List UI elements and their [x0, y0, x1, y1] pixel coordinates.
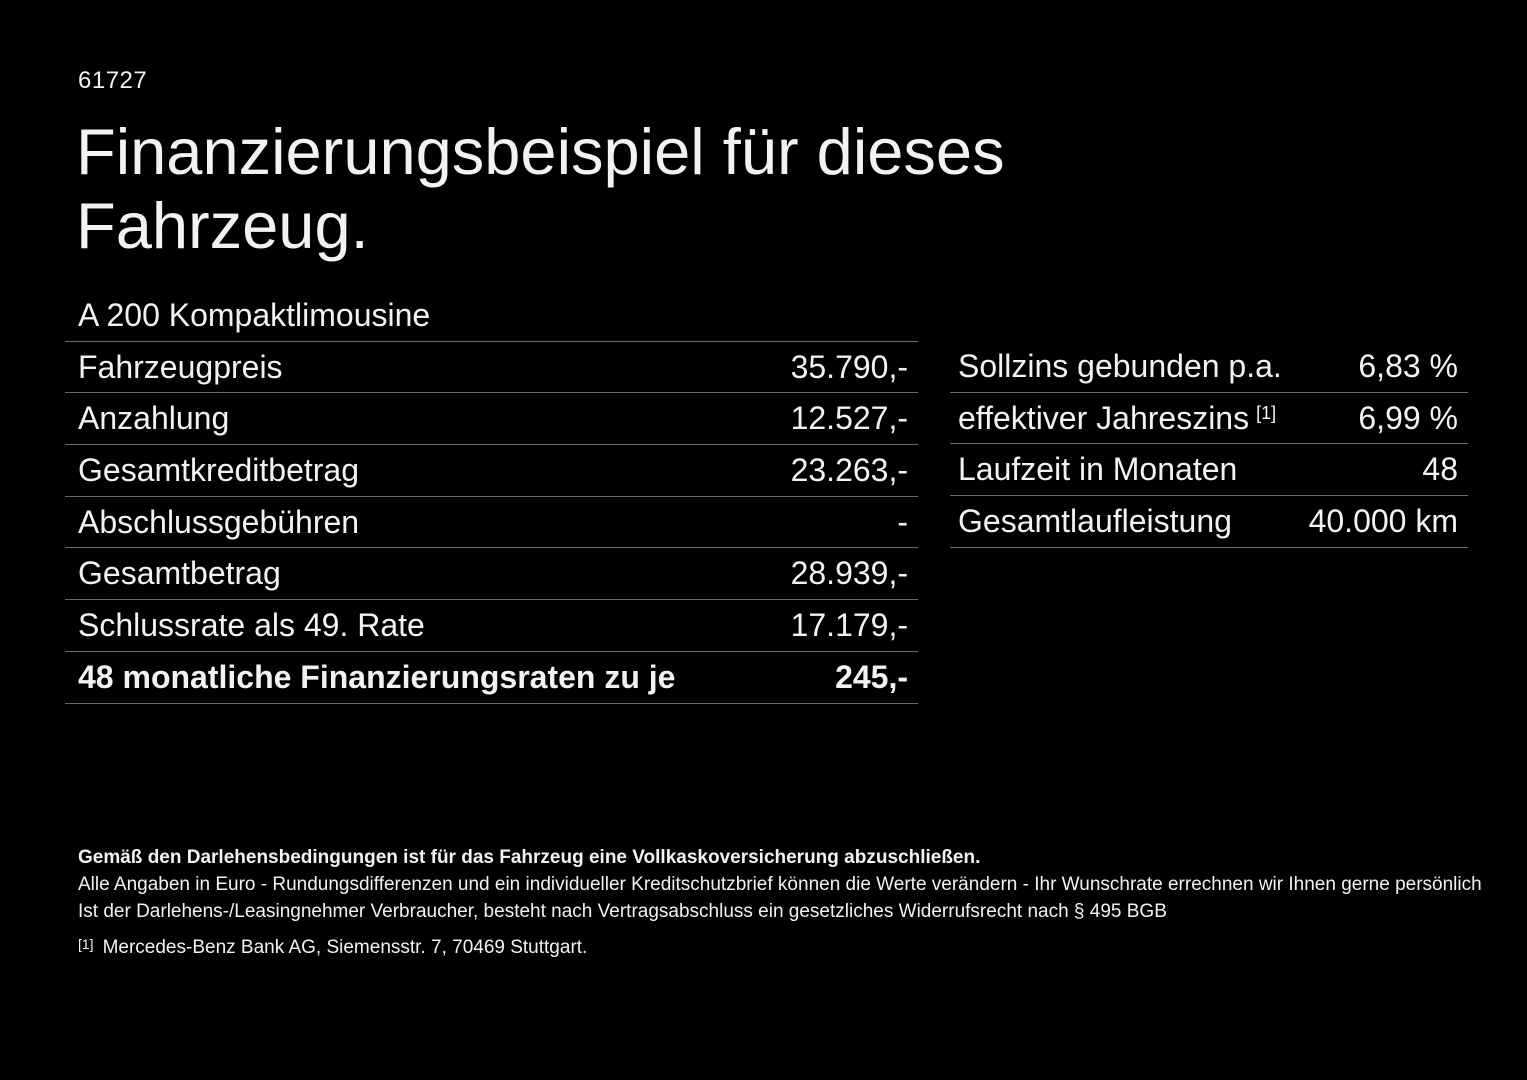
- row-gesamtlaufleistung: Gesamtlaufleistung 40.000 km: [950, 496, 1468, 548]
- page-title-line1: Finanzierungsbeispiel für dieses: [76, 115, 1005, 188]
- row-effektiver-jahreszins: effektiver Jahreszins [1] 6,99 %: [950, 393, 1468, 445]
- row-value: 6,83 %: [1358, 347, 1458, 384]
- row-schlussrate: Schlussrate als 49. Rate 17.179,-: [65, 600, 918, 652]
- row-label: Gesamtbetrag: [78, 555, 281, 592]
- row-label: Fahrzeugpreis: [78, 348, 283, 385]
- footnote-marker: [1]: [78, 936, 94, 952]
- row-monatsraten: 48 monatliche Finanzierungsraten zu je 2…: [65, 652, 918, 704]
- row-label: Gesamtkreditbetrag: [78, 451, 360, 488]
- row-value: 17.179,-: [790, 606, 908, 643]
- row-value: 245,-: [835, 658, 908, 695]
- row-value: 28.939,-: [790, 555, 908, 592]
- row-label: Abschlussgebühren: [78, 503, 360, 540]
- row-gesamtbetrag: Gesamtbetrag 28.939,-: [65, 548, 918, 601]
- row-value: 35.790,-: [790, 348, 908, 385]
- row-label: effektiver Jahreszins [1]: [958, 400, 1276, 437]
- row-label: Schlussrate als 49. Rate: [78, 606, 425, 643]
- row-fahrzeugpreis: Fahrzeugpreis 35.790,-: [65, 342, 918, 394]
- vehicle-model-row: A 200 Kompaktlimousine: [65, 290, 918, 342]
- row-sollzins: Sollzins gebunden p.a. 6,83 %: [950, 341, 1468, 393]
- row-value: 12.527,-: [790, 400, 908, 437]
- conditions-table: Sollzins gebunden p.a. 6,83 % effektiver…: [950, 341, 1468, 548]
- withdrawal-right-note: Ist der Darlehens-/Leasingnehmer Verbrau…: [78, 901, 1167, 922]
- row-laufzeit: Laufzeit in Monaten 48: [950, 444, 1468, 497]
- row-value: 40.000 km: [1308, 502, 1458, 539]
- page-title: Finanzierungsbeispiel für dieses Fahrzeug…: [76, 115, 1005, 263]
- row-label: Laufzeit in Monaten: [958, 451, 1238, 488]
- row-label-text: effektiver Jahreszins: [958, 399, 1250, 436]
- row-label: 48 monatliche Finanzierungsraten zu je: [78, 658, 676, 695]
- row-value: -: [897, 503, 908, 540]
- euro-disclaimer-note: Alle Angaben in Euro - Rundungsdifferenz…: [78, 874, 1482, 895]
- row-value: 48: [1422, 451, 1458, 488]
- footnote-text: Mercedes-Benz Bank AG, Siemensstr. 7, 70…: [102, 937, 588, 958]
- insurance-requirement-note: Gemäß den Darlehensbedingungen ist für d…: [78, 847, 981, 868]
- row-value: 6,99 %: [1358, 399, 1458, 436]
- row-label: Sollzins gebunden p.a.: [958, 347, 1282, 384]
- document-number: 61727: [78, 67, 148, 94]
- footnote-bank: [1] Mercedes-Benz Bank AG, Siemensstr. 7,…: [78, 934, 1482, 962]
- footnote-reference: [1]: [1256, 402, 1277, 423]
- row-gesamtkreditbetrag: Gesamtkreditbetrag 23.263,-: [65, 445, 918, 497]
- row-label: Gesamtlaufleistung: [958, 502, 1232, 539]
- row-value: 23.263,-: [790, 451, 908, 488]
- legal-fine-print: Gemäß den Darlehensbedingungen ist für d…: [78, 844, 1482, 962]
- page-title-line2: Fahrzeug.: [76, 189, 369, 262]
- row-anzahlung: Anzahlung 12.527,-: [65, 393, 918, 446]
- row-label: Anzahlung: [78, 400, 230, 437]
- vehicle-model: A 200 Kompaktlimousine: [78, 296, 431, 333]
- row-abschlussgebuehren: Abschlussgebühren -: [65, 497, 918, 549]
- finance-table: A 200 Kompaktlimousine Fahrzeugpreis 35.…: [65, 290, 918, 704]
